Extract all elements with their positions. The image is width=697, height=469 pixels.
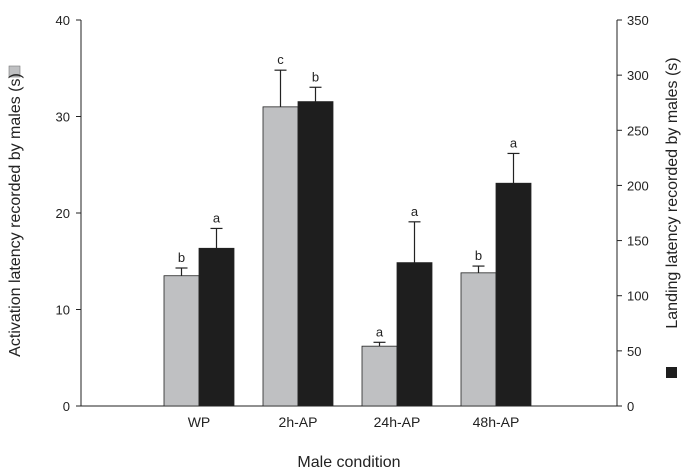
significance-label: a: [213, 210, 221, 225]
left-tick-label: 20: [56, 206, 70, 221]
bar-2h-AP-right: [297, 101, 334, 407]
significance-label: a: [411, 204, 419, 219]
x-tick-label: 2h-AP: [279, 414, 318, 430]
x-tick-label: WP: [188, 414, 211, 430]
right-y-ticks: 0 50 100 150 200 250 300 350: [617, 13, 649, 414]
right-tick-label: 50: [627, 344, 641, 359]
right-tick-label: 150: [627, 234, 649, 249]
left-tick-label: 10: [56, 303, 70, 318]
bar-48h-AP-left: [460, 272, 497, 407]
bar-24h-AP-right: [396, 262, 433, 407]
right-axis-title-group: Landing latency recorded by males (s): [664, 57, 681, 378]
left-tick-label: 40: [56, 13, 70, 28]
right-legend-marker: [666, 367, 677, 378]
right-tick-label: 0: [627, 399, 634, 414]
significance-label: a: [510, 135, 518, 150]
right-tick-label: 300: [627, 68, 649, 83]
left-y-ticks: 0 10 20 30 40: [56, 13, 81, 414]
right-tick-label: 200: [627, 178, 649, 193]
bars: b a c b a a b a: [163, 52, 532, 407]
right-tick-label: 250: [627, 123, 649, 138]
bar-48h-AP-right: [495, 182, 532, 407]
significance-label: b: [178, 250, 185, 265]
x-tick-label: 48h-AP: [473, 414, 520, 430]
left-legend-marker: [8, 65, 21, 78]
x-tick-labels: WP 2h-AP 24h-AP 48h-AP: [188, 414, 520, 430]
significance-label: b: [312, 69, 319, 84]
left-tick-label: 0: [63, 399, 70, 414]
left-axis-title-group: Activation latency recorded by males (s): [7, 65, 24, 357]
axes: [80, 20, 618, 407]
bar-2h-AP-left: [262, 106, 299, 407]
x-axis-title: Male condition: [297, 454, 400, 469]
left-tick-label: 30: [56, 110, 70, 125]
significance-label: b: [475, 248, 482, 263]
left-axis-title: Activation latency recorded by males (s): [7, 73, 24, 357]
bar-WP-right: [198, 247, 235, 407]
right-tick-label: 100: [627, 289, 649, 304]
right-axis-title: Landing latency recorded by males (s): [664, 57, 681, 328]
right-tick-label: 350: [627, 13, 649, 28]
bar-24h-AP-left: [361, 345, 398, 407]
x-tick-label: 24h-AP: [374, 414, 421, 430]
bar-WP-left: [163, 275, 200, 407]
significance-label: c: [277, 52, 284, 67]
significance-label: a: [376, 324, 384, 339]
